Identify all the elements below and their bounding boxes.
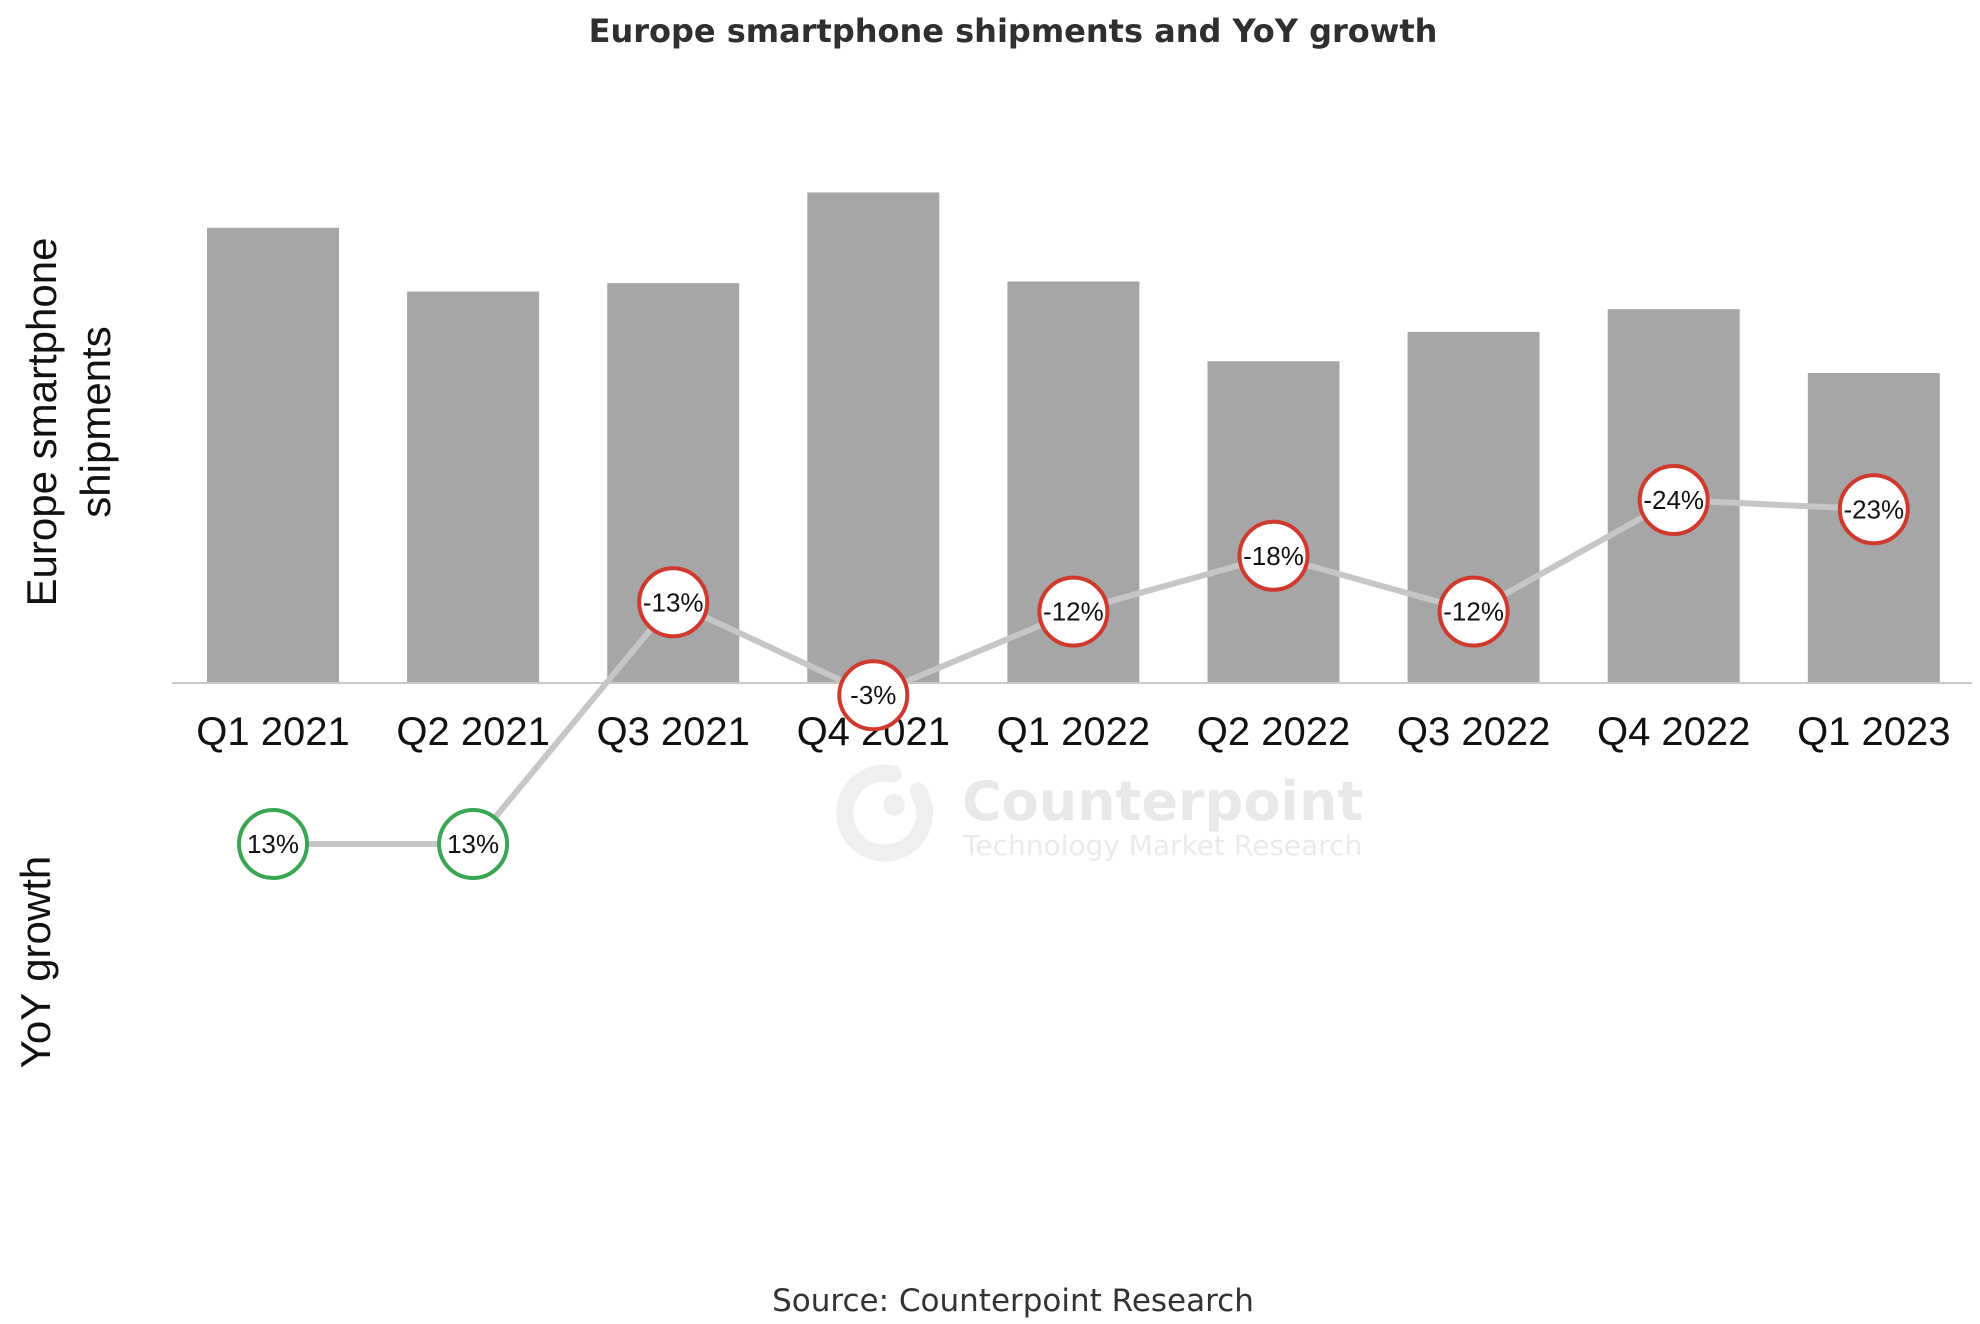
growth-data-label: -13% bbox=[643, 587, 704, 617]
growth-marker bbox=[237, 808, 309, 880]
counterpoint-logo-icon bbox=[836, 764, 934, 862]
growth-data-label: -23% bbox=[1843, 494, 1904, 524]
growth-marker bbox=[837, 659, 910, 732]
growth-marker bbox=[1237, 519, 1310, 592]
counterpoint-watermark: Counterpoint Technology Market Research bbox=[836, 764, 1363, 862]
x-tick-label: Q1 2023 bbox=[1797, 710, 1950, 754]
growth-data-label: -24% bbox=[1643, 485, 1704, 515]
bar-axis-title: Europe smartphone shipments bbox=[18, 238, 119, 607]
x-tick-label: Q3 2022 bbox=[1397, 710, 1550, 754]
x-tick-label: Q1 2022 bbox=[997, 710, 1150, 754]
bar-q1-2021 bbox=[207, 227, 339, 683]
growth-data-label: 13% bbox=[247, 829, 299, 859]
growth-marker bbox=[1037, 575, 1110, 648]
growth-data-label: -12% bbox=[1043, 597, 1104, 627]
growth-axis-title: YoY growth bbox=[12, 856, 59, 1069]
bar-q2-2021 bbox=[407, 291, 540, 683]
growth-marker bbox=[637, 566, 710, 639]
growth-marker bbox=[437, 808, 510, 880]
growth-data-label: -12% bbox=[1443, 597, 1504, 627]
growth-data-label: -3% bbox=[850, 680, 896, 710]
growth-data-label: -18% bbox=[1243, 541, 1304, 571]
watermark-brand: Counterpoint bbox=[962, 770, 1363, 833]
chart-title: Europe smartphone shipments and YoY grow… bbox=[588, 12, 1438, 50]
x-tick-label: Q4 2022 bbox=[1597, 710, 1750, 754]
growth-marker bbox=[1637, 464, 1710, 536]
source-note: Source: Counterpoint Research bbox=[772, 1283, 1254, 1319]
x-tick-label: Q1 2021 bbox=[196, 710, 349, 754]
watermark-tagline: Technology Market Research bbox=[962, 829, 1362, 862]
growth-marker bbox=[1837, 473, 1910, 546]
growth-marker bbox=[1437, 575, 1510, 648]
x-tick-label: Q3 2021 bbox=[596, 710, 749, 754]
growth-data-label: 13% bbox=[447, 829, 499, 859]
x-tick-label: Q2 2021 bbox=[396, 710, 549, 754]
x-tick-label: Q2 2022 bbox=[1197, 710, 1350, 754]
bar-q4-2021 bbox=[807, 192, 940, 683]
